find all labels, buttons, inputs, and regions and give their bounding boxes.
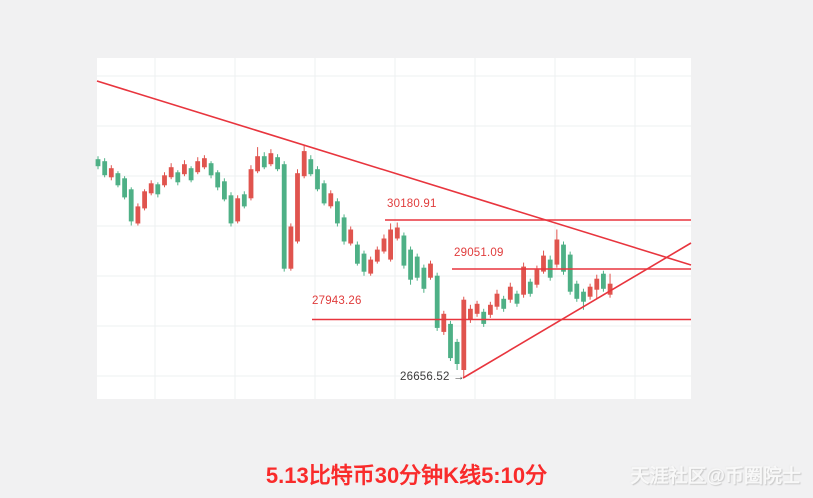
- candle-body: [202, 158, 207, 168]
- candle-body: [514, 293, 520, 304]
- candle-body: [587, 286, 593, 297]
- candle-body: [481, 311, 487, 324]
- candle-body: [248, 169, 254, 199]
- ascending-support-trendline: [462, 242, 692, 379]
- candle-body: [108, 168, 114, 178]
- candle-body: [368, 259, 374, 274]
- chart-background: [97, 58, 691, 399]
- candle-body: [222, 181, 227, 200]
- candle-body: [122, 178, 127, 198]
- candle-body: [574, 283, 580, 299]
- price-label-27943: 27943.26: [312, 295, 362, 307]
- candle-body: [601, 273, 606, 289]
- candle-body: [454, 341, 460, 364]
- candle-body: [355, 244, 360, 264]
- candle-body: [188, 168, 194, 181]
- candle-body: [434, 275, 440, 328]
- candle-body: [567, 254, 573, 292]
- watermark-text: 天涯社区@币圈院士: [630, 466, 801, 487]
- descending-resistance-trendline: [96, 80, 692, 266]
- candle-body: [394, 227, 400, 239]
- candle-body: [335, 201, 340, 224]
- candle-body: [281, 164, 287, 269]
- candle-body: [268, 153, 274, 165]
- candle-body: [401, 235, 407, 266]
- candle-body: [581, 291, 586, 302]
- candle-body: [288, 226, 294, 269]
- price-label-30180: 30180.91: [387, 198, 437, 210]
- candle-body: [554, 239, 560, 265]
- candle-body: [468, 308, 473, 320]
- candle-body: [381, 238, 387, 252]
- candle-body: [162, 175, 167, 186]
- candle-body: [488, 304, 493, 315]
- candle-body: [115, 173, 121, 186]
- candle-body: [527, 281, 533, 294]
- candle-body: [308, 159, 314, 175]
- candle-body: [155, 184, 161, 195]
- candle-body: [421, 267, 427, 289]
- candle-body: [135, 206, 141, 224]
- candle-body: [341, 217, 347, 242]
- candle-body: [95, 159, 101, 167]
- candle-body: [521, 266, 526, 295]
- candle-body: [534, 269, 540, 285]
- candle-body: [208, 163, 214, 176]
- candle-body: [408, 249, 413, 280]
- candle-body: [501, 298, 507, 309]
- candle-body: [102, 161, 108, 176]
- candle-body: [428, 263, 433, 278]
- candle-body: [541, 255, 546, 272]
- candle-body: [441, 313, 447, 332]
- candle-body: [494, 293, 500, 307]
- price-label-29051: 29051.09: [454, 247, 504, 259]
- candle-body: [255, 156, 260, 172]
- candle-body: [328, 193, 334, 207]
- candle-body: [507, 286, 513, 300]
- candle-body: [215, 172, 221, 188]
- candle-body: [374, 249, 380, 262]
- candle-body: [607, 283, 613, 295]
- candle-body: [474, 303, 480, 314]
- candle-body: [195, 161, 201, 173]
- candle-body: [361, 253, 367, 272]
- candle-body: [148, 183, 154, 194]
- candle-body: [301, 151, 307, 177]
- candle-body: [128, 189, 134, 222]
- candle-body: [241, 194, 247, 207]
- candle-body: [182, 164, 187, 175]
- candle-body: [261, 156, 267, 168]
- candle-body: [315, 169, 320, 190]
- candle-body: [594, 278, 600, 290]
- candle-body: [321, 183, 327, 204]
- candle-body: [142, 191, 147, 209]
- candle-body: [348, 229, 354, 244]
- caption-text: 5.13比特币30分钟K线5:10分: [265, 463, 548, 488]
- candle-body: [461, 299, 467, 370]
- candle-body: [228, 195, 234, 224]
- candle-body: [561, 244, 566, 272]
- price-label-26656-with-arrow: 26656.52 →: [400, 371, 465, 383]
- candle-body: [168, 167, 174, 178]
- candle-body: [388, 229, 393, 260]
- candle-body: [448, 323, 453, 359]
- candle-body: [275, 157, 280, 170]
- candle-body: [414, 256, 420, 278]
- candle-body: [235, 198, 241, 222]
- candle-body: [295, 173, 300, 242]
- candle-body: [175, 172, 181, 183]
